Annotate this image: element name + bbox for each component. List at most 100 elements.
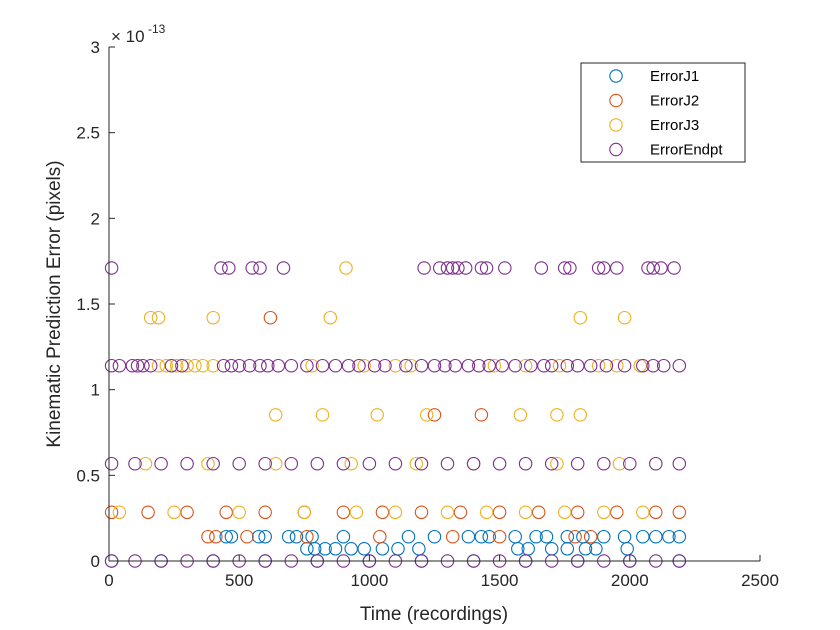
data-point (451, 261, 465, 275)
x-tick-label: 500 (225, 571, 253, 590)
data-point (570, 505, 585, 520)
data-point (617, 310, 632, 325)
data-point (597, 456, 611, 471)
data-point (610, 358, 624, 373)
data-point (289, 529, 304, 544)
data-point (284, 358, 299, 373)
data-point (258, 456, 272, 471)
data-point (427, 358, 442, 373)
data-point (180, 456, 194, 471)
data-point (240, 529, 254, 544)
data-point (315, 408, 330, 422)
data-point (492, 505, 507, 520)
data-point (612, 456, 627, 471)
data-point (672, 358, 687, 373)
data-point (656, 358, 671, 373)
data-point (560, 542, 575, 556)
x-tick-label: 2000 (611, 571, 649, 590)
data-point (649, 505, 663, 520)
y-tick-label: 1.5 (76, 295, 100, 314)
data-point (130, 358, 145, 373)
data-point (597, 261, 611, 275)
data-point (375, 505, 390, 520)
data-point (367, 358, 382, 373)
series-ErrorJ3 (112, 261, 650, 520)
data-point (206, 310, 220, 325)
data-point (224, 529, 239, 544)
data-point (492, 456, 507, 471)
data-point (458, 261, 473, 275)
data-point (573, 408, 588, 422)
data-point (104, 505, 119, 520)
data-point (201, 529, 215, 544)
data-point (474, 261, 489, 275)
data-point (646, 261, 660, 275)
x-axis-title: Time (recordings) (360, 604, 508, 625)
data-point (104, 456, 119, 471)
data-point (300, 358, 314, 373)
y-exponent-power: -13 (148, 22, 166, 36)
data-point (195, 358, 210, 373)
data-point (479, 261, 494, 275)
data-point (636, 358, 650, 373)
data-point (583, 358, 598, 373)
data-point (529, 529, 543, 544)
series-ErrorEndpt (104, 261, 687, 568)
data-point (672, 456, 687, 471)
data-point (573, 310, 588, 325)
data-point (224, 358, 239, 373)
legend-marker (609, 69, 623, 83)
y-tick-label: 3 (91, 38, 100, 57)
data-point (209, 529, 223, 544)
data-point (552, 358, 567, 373)
data-point (284, 456, 299, 471)
data-point (414, 505, 429, 520)
data-point (180, 358, 194, 373)
data-point (339, 261, 353, 275)
series-ErrorJ2 (104, 310, 687, 544)
data-point (544, 358, 559, 373)
data-point (112, 505, 127, 520)
data-point (557, 505, 572, 520)
data-point (417, 261, 431, 275)
data-point (336, 456, 351, 471)
data-point (570, 456, 585, 471)
data-point (219, 529, 233, 544)
data-point (440, 456, 455, 471)
data-point (357, 542, 371, 556)
legend-marker (609, 142, 623, 157)
data-point (461, 358, 476, 373)
data-point (232, 358, 246, 373)
data-point (583, 529, 598, 544)
data-point (297, 505, 312, 520)
data-point (370, 408, 384, 422)
data-point (479, 505, 494, 520)
data-point (518, 505, 533, 520)
data-point (550, 408, 564, 422)
y-axis-title: Kinematic Prediction Error (pixels) (44, 160, 65, 447)
y-exponent-base: × 10 (111, 27, 145, 46)
data-point (276, 261, 291, 275)
data-point (388, 505, 403, 520)
data-point (482, 358, 496, 373)
data-point (414, 456, 429, 471)
legend: ErrorJ1 ErrorJ2 ErrorJ3 ErrorEndpt (580, 62, 746, 163)
data-point (169, 358, 184, 373)
data-point (268, 408, 283, 422)
data-point (649, 456, 663, 471)
data-point (474, 408, 489, 422)
data-point (672, 529, 687, 544)
data-point (388, 358, 403, 373)
data-point (232, 456, 246, 471)
data-point (623, 456, 637, 471)
data-point (492, 529, 507, 544)
data-point (104, 261, 119, 275)
data-point (419, 408, 434, 422)
data-point (112, 358, 127, 373)
data-point (399, 358, 413, 373)
data-point (453, 505, 468, 520)
data-point (253, 261, 267, 275)
data-point (461, 529, 476, 544)
